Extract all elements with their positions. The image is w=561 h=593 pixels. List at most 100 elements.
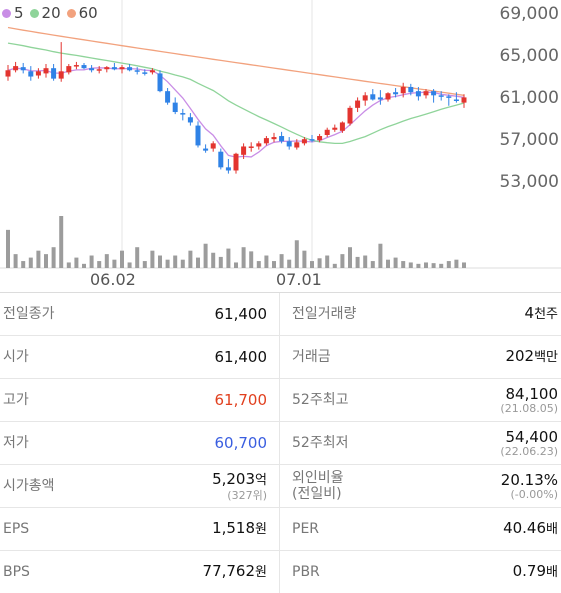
- candle-body: [332, 127, 338, 130]
- stat-cell: 시가 61,400: [0, 336, 280, 378]
- candle-body: [431, 91, 437, 96]
- candle-body: [279, 136, 285, 142]
- stat-label: 거래금: [292, 349, 331, 365]
- stat-value: 77,762원: [203, 563, 267, 581]
- candle-body: [165, 91, 171, 103]
- volume-bar: [120, 250, 124, 268]
- stat-value-text: 20.13%: [500, 470, 558, 489]
- candle-body: [119, 67, 125, 70]
- candle-body: [408, 86, 414, 93]
- candle-body: [286, 141, 292, 147]
- candle-body: [180, 113, 186, 115]
- stat-cell: 고가 61,700: [0, 379, 280, 421]
- stat-label-text: PER: [292, 521, 320, 537]
- stats-row: 전일종가 61,400 전일거래량 4천주: [0, 292, 561, 335]
- volume-bar: [249, 251, 254, 268]
- stat-value: 60,700: [215, 435, 268, 451]
- x-tick-label: 06.02: [90, 270, 136, 289]
- ma-legend: 5 20 60: [2, 4, 98, 22]
- y-tick-label: 57,000: [499, 130, 559, 150]
- volume-bar: [158, 255, 162, 268]
- x-tick-label: 07.01: [276, 270, 322, 289]
- stat-value: 202백만: [505, 348, 558, 366]
- volume-bar: [89, 255, 94, 268]
- stat-value: 5,203억 (327위): [212, 471, 267, 502]
- volume-bar: [241, 247, 246, 268]
- stat-unit: 배: [546, 522, 558, 537]
- volume-bar: [44, 254, 48, 268]
- y-tick-label: 61,000: [499, 88, 559, 108]
- volume-bar: [66, 262, 71, 268]
- candle-body: [89, 68, 95, 71]
- volume-bar: [317, 258, 322, 268]
- volume-bar: [127, 262, 132, 268]
- volume-bar: [6, 229, 10, 268]
- candle-body: [256, 143, 262, 147]
- stat-cell: 거래금 202백만: [280, 336, 560, 378]
- stat-value: 61,700: [215, 392, 268, 408]
- volume-bar: [264, 255, 269, 268]
- stat-label: 52주최고: [292, 392, 348, 408]
- candle-body: [301, 139, 307, 144]
- candle-body: [324, 129, 330, 135]
- ma20-line: [7, 42, 465, 145]
- legend-ma60-dot: [66, 8, 76, 18]
- candle-body: [218, 151, 224, 168]
- stat-label-text: 외인비율: [292, 470, 344, 486]
- candle-body: [210, 143, 216, 149]
- stat-cell: EPS 1,518원: [0, 508, 280, 550]
- candle-body: [263, 138, 269, 144]
- stat-cell: PBR 0.79배: [280, 551, 560, 593]
- stat-value-text: 77,762: [202, 562, 256, 580]
- volume-bar: [272, 261, 276, 268]
- stat-sub: (22.06.23): [500, 444, 558, 458]
- stat-value-text: 0.79: [512, 562, 547, 580]
- volume-bar: [196, 257, 200, 268]
- stat-label-text: 전일종가: [3, 306, 55, 322]
- stats-row: EPS 1,518원 PER 40.46배: [0, 507, 561, 550]
- candle-body: [400, 86, 406, 94]
- stat-value: 4천주: [525, 305, 558, 323]
- candle-body: [81, 65, 87, 69]
- volume-bar: [226, 248, 231, 268]
- stat-label-sub: (전일비): [292, 486, 342, 502]
- stat-label: PER: [292, 521, 319, 537]
- legend-ma20-label: 20: [41, 4, 61, 22]
- volume-bar: [294, 240, 299, 268]
- stat-label: 시가: [3, 349, 29, 365]
- stat-value-text: 61,700: [214, 391, 268, 409]
- volume-bar: [355, 256, 360, 268]
- stat-label-text: EPS: [3, 521, 30, 537]
- candle-body: [187, 117, 193, 123]
- stats-table: 전일종가 61,400 전일거래량 4천주 시가 61,400 거래금 202백…: [0, 292, 561, 593]
- stat-cell: 외인비율 (전일비) 20.13% (-0.00%): [280, 465, 560, 507]
- volume-bar: [363, 255, 368, 268]
- stats-row: 시가총액 5,203억 (327위) 외인비율 (전일비) 20.13% (-0.00…: [0, 464, 561, 507]
- volume-bar: [370, 261, 375, 268]
- stat-unit: 백만: [534, 350, 558, 365]
- candle-body: [415, 91, 421, 97]
- stat-cell: PER 40.46배: [280, 508, 560, 550]
- volume-bar: [302, 250, 307, 268]
- candle-body: [423, 91, 429, 96]
- candle-body: [73, 65, 79, 67]
- volume-bar: [173, 255, 178, 268]
- candle-body: [20, 67, 26, 71]
- stats-row: 시가 61,400 거래금 202백만: [0, 335, 561, 378]
- volume-bar: [59, 216, 64, 268]
- stats-row: BPS 77,762원 PBR 0.79배: [0, 550, 561, 593]
- volume-bar: [82, 263, 86, 268]
- candle-body: [248, 146, 254, 148]
- legend-ma5-label: 5: [14, 4, 24, 22]
- candle-body: [111, 67, 117, 70]
- volume-bar: [416, 263, 421, 268]
- stat-cell: 52주최고 84,100 (21.08.05): [280, 379, 560, 421]
- candle-body: [203, 148, 209, 151]
- candle-body: [172, 102, 178, 113]
- stat-label-text: 52주최저: [292, 435, 349, 451]
- volume-bar: [454, 259, 459, 268]
- legend-ma20-dot: [29, 8, 39, 18]
- candle-body: [453, 99, 459, 101]
- stat-label: 고가: [3, 392, 29, 408]
- y-tick-label: 53,000: [499, 172, 559, 192]
